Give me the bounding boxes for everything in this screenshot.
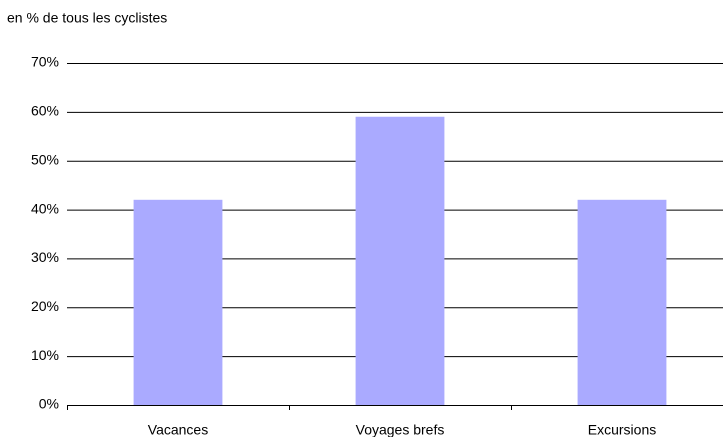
y-axis-label: en % de tous les cyclistes	[7, 10, 167, 26]
bar	[577, 199, 667, 405]
x-tick-label: Voyages brefs	[356, 422, 445, 437]
bar	[133, 199, 223, 405]
y-tick-label: 30%	[31, 249, 59, 265]
y-tick-label: 40%	[31, 200, 59, 216]
x-tick-label: Vacances	[148, 422, 208, 437]
y-tick-label: 0%	[39, 396, 59, 412]
y-tick-label: 70%	[31, 54, 59, 70]
y-tick-label: 20%	[31, 298, 59, 314]
y-tick-label: 50%	[31, 151, 59, 167]
y-tick-label: 10%	[31, 347, 59, 363]
x-tick-label: Excursions	[588, 422, 656, 437]
bar	[355, 116, 445, 405]
y-tick-label: 60%	[31, 103, 59, 119]
